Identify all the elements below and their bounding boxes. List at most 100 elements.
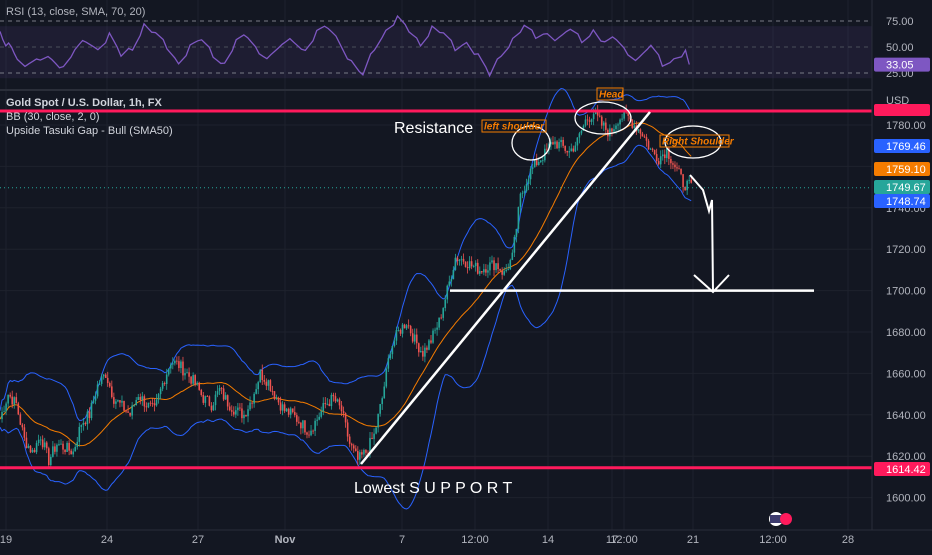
candle-body bbox=[176, 360, 178, 362]
candle-body bbox=[285, 408, 288, 412]
candle-body bbox=[328, 403, 331, 407]
candle-body bbox=[598, 115, 601, 117]
rsi-pane bbox=[0, 14, 932, 91]
candle-body bbox=[163, 383, 166, 384]
candle-body bbox=[125, 410, 127, 412]
candle-body bbox=[104, 374, 107, 378]
candle-body bbox=[259, 369, 262, 383]
candle-body bbox=[230, 410, 233, 412]
candle-body bbox=[342, 411, 345, 414]
candle-body bbox=[224, 395, 227, 400]
candle-body bbox=[456, 257, 459, 262]
candle-body bbox=[56, 444, 58, 452]
candle-body bbox=[206, 396, 209, 397]
candle-body bbox=[655, 154, 658, 162]
candle-body bbox=[454, 257, 457, 270]
candle-body bbox=[574, 145, 577, 152]
candle-body bbox=[275, 398, 278, 400]
candle-body bbox=[417, 343, 420, 353]
candle-body bbox=[304, 420, 306, 433]
candle-body bbox=[576, 137, 579, 146]
candle-body bbox=[70, 450, 72, 455]
candle-body bbox=[102, 374, 105, 377]
candle-body bbox=[519, 193, 522, 207]
price-axis[interactable]: 1780.001760.001740.001720.001700.001680.… bbox=[871, 0, 932, 530]
projection-path bbox=[689, 174, 714, 293]
candle-body bbox=[558, 142, 560, 149]
candle-body bbox=[566, 150, 569, 153]
rsi-band bbox=[0, 26, 872, 79]
symbol-header[interactable]: Gold Spot / U.S. Dollar, 1h, FX bbox=[6, 97, 162, 109]
candle-body bbox=[41, 439, 44, 448]
candle-body bbox=[68, 442, 70, 451]
pattern-header[interactable]: Upside Tasuki Gap - Bull (SMA50) bbox=[6, 125, 173, 137]
price-tick-label: 1660.00 bbox=[886, 368, 926, 380]
candle-body bbox=[663, 154, 666, 159]
candle-body bbox=[222, 388, 225, 400]
candle-body bbox=[25, 437, 28, 449]
candle-body bbox=[572, 148, 575, 152]
candle-body bbox=[96, 384, 99, 397]
candle-body bbox=[600, 116, 603, 126]
candle-body bbox=[263, 379, 266, 382]
flag-icon bbox=[769, 512, 792, 526]
candle-body bbox=[261, 369, 264, 380]
rsi-value-text: 33.05 bbox=[886, 60, 914, 72]
candle-body bbox=[517, 206, 520, 229]
candle-body bbox=[139, 397, 142, 400]
candle-body bbox=[23, 427, 26, 438]
candle-body bbox=[511, 252, 514, 261]
price-badge-text: 1759.10 bbox=[886, 164, 926, 176]
candle-body bbox=[643, 136, 646, 138]
candle-body bbox=[239, 407, 241, 409]
candle-body bbox=[74, 446, 77, 452]
candle-body bbox=[232, 411, 235, 415]
candle-body bbox=[106, 377, 109, 384]
candle-body bbox=[117, 400, 119, 402]
candle-body bbox=[145, 406, 148, 408]
candle-body bbox=[192, 375, 194, 384]
flag-icon-field bbox=[770, 515, 782, 523]
candle-body bbox=[539, 160, 542, 163]
candle-body bbox=[249, 402, 251, 410]
candle-body bbox=[499, 269, 501, 271]
candle-body bbox=[653, 149, 656, 155]
candle-body bbox=[121, 400, 123, 403]
head-circle bbox=[574, 101, 632, 135]
candle-body bbox=[411, 333, 414, 342]
candle-body bbox=[37, 439, 40, 444]
candle-body bbox=[363, 450, 365, 455]
candle-body bbox=[269, 380, 272, 391]
candle-body bbox=[375, 427, 377, 434]
candle-body bbox=[621, 118, 623, 120]
candle-body bbox=[497, 263, 499, 270]
bb-header[interactable]: BB (30, close, 2, 0) bbox=[6, 111, 100, 123]
price-tick-label: 1720.00 bbox=[886, 244, 926, 256]
candle-body bbox=[678, 168, 680, 170]
candle-body bbox=[157, 394, 160, 400]
candle-body bbox=[340, 405, 343, 412]
candle-body bbox=[334, 396, 337, 402]
candle-body bbox=[320, 411, 323, 417]
candle-body bbox=[531, 167, 534, 169]
candle-body bbox=[661, 154, 664, 157]
candle-body bbox=[153, 403, 156, 406]
candle-body bbox=[381, 398, 384, 405]
candle-body bbox=[226, 395, 229, 407]
time-tick-label: 14 bbox=[542, 534, 554, 546]
candle-body bbox=[135, 400, 138, 406]
candle-body bbox=[552, 142, 554, 145]
candle-body bbox=[627, 110, 629, 116]
candle-body bbox=[300, 422, 302, 429]
price-tick-label: 1700.00 bbox=[886, 286, 926, 298]
candle-body bbox=[452, 269, 455, 280]
candle-body bbox=[123, 400, 125, 411]
candle-body bbox=[43, 442, 46, 448]
candle-body bbox=[115, 401, 117, 404]
candle-body bbox=[184, 373, 186, 376]
rsi-header[interactable]: RSI (13, close, SMA, 70, 20) bbox=[6, 6, 146, 18]
candle-body bbox=[481, 271, 483, 273]
